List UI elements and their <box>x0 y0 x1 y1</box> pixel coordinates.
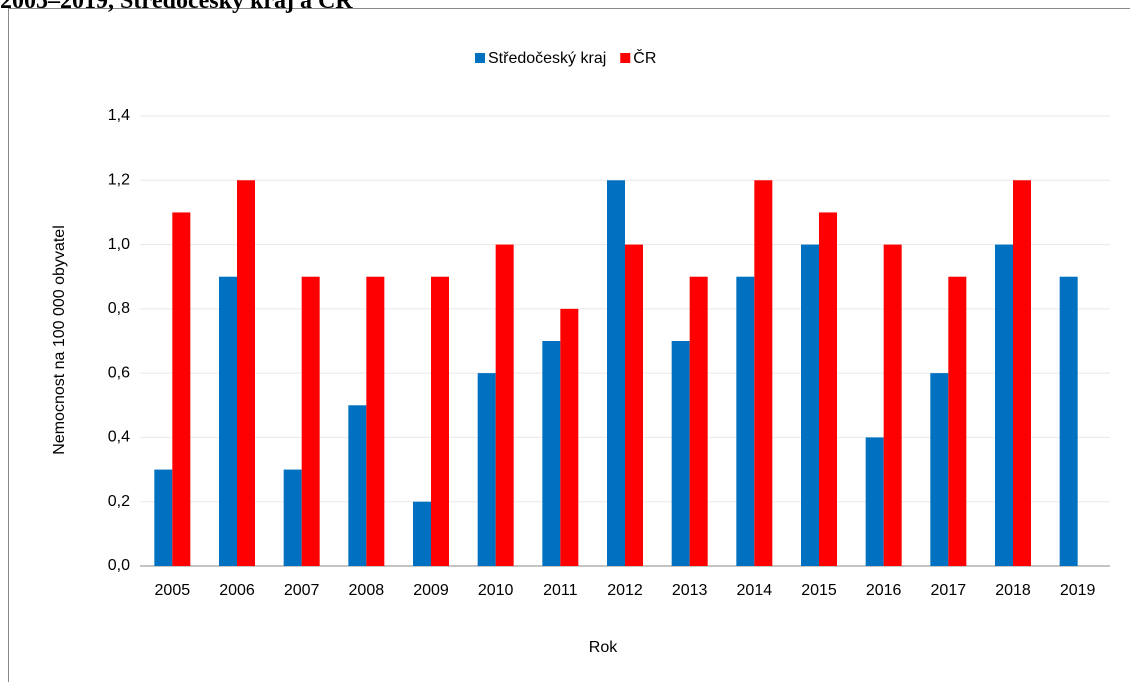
x-tick-label: 2006 <box>219 582 255 599</box>
bar <box>477 373 496 566</box>
x-tick-label: 2014 <box>737 582 773 599</box>
bar <box>301 276 320 566</box>
y-tick-label: 0,6 <box>108 364 130 381</box>
bar <box>413 501 431 566</box>
bar <box>154 469 173 566</box>
bar <box>948 276 967 566</box>
bar <box>754 180 773 567</box>
bar <box>865 437 884 566</box>
bar <box>1013 180 1031 567</box>
x-axis-label: Rok <box>589 639 618 656</box>
x-tick-label: 2007 <box>284 582 320 599</box>
x-tick-label: 2016 <box>866 582 902 599</box>
bar <box>625 244 643 567</box>
x-tick-label: 2018 <box>995 582 1031 599</box>
bar <box>495 244 514 567</box>
bar <box>237 180 255 567</box>
bar <box>995 244 1013 567</box>
bar <box>1059 276 1078 566</box>
bar <box>219 276 237 566</box>
y-tick-label: 1,2 <box>108 172 130 189</box>
x-tick-label: 2017 <box>931 582 967 599</box>
bar <box>366 276 385 566</box>
legend-swatch <box>620 53 631 63</box>
x-tick-label: 2011 <box>543 582 578 599</box>
bar <box>542 341 561 566</box>
x-tick-label: 2019 <box>1060 582 1096 599</box>
bar <box>883 244 902 567</box>
bar <box>172 212 191 566</box>
x-tick-label: 2015 <box>801 582 837 599</box>
bar <box>689 276 708 566</box>
y-tick-label: 0,4 <box>108 429 130 446</box>
bar <box>283 469 302 566</box>
bar <box>560 308 579 566</box>
y-axis-label: Nemocnost na 100 000 obyvatel <box>51 225 68 454</box>
y-tick-label: 0,0 <box>108 557 130 574</box>
legend-swatch <box>475 53 485 63</box>
chart-title: 2005–2019, Středočeský kraj a ČR <box>0 0 353 14</box>
x-tick-label: 2013 <box>672 582 708 599</box>
x-tick-label: 2008 <box>349 582 385 599</box>
y-tick-label: 1,4 <box>108 107 130 124</box>
x-tick-label: 2009 <box>413 582 449 599</box>
bar <box>801 244 819 567</box>
bar <box>930 373 949 566</box>
legend-label: ČR <box>633 48 656 67</box>
y-tick-label: 0,8 <box>108 300 130 317</box>
bar <box>431 276 449 566</box>
y-tick-label: 0,2 <box>108 493 130 510</box>
bar <box>607 180 625 567</box>
legend-label: Středočeský kraj <box>488 50 606 67</box>
x-tick-label: 2010 <box>478 582 514 599</box>
bar <box>819 212 837 566</box>
x-tick-label: 2012 <box>607 582 643 599</box>
bar <box>736 276 755 566</box>
bar <box>671 341 690 566</box>
y-tick-label: 1,0 <box>108 236 130 253</box>
bar <box>348 405 367 566</box>
x-tick-label: 2005 <box>155 582 191 599</box>
